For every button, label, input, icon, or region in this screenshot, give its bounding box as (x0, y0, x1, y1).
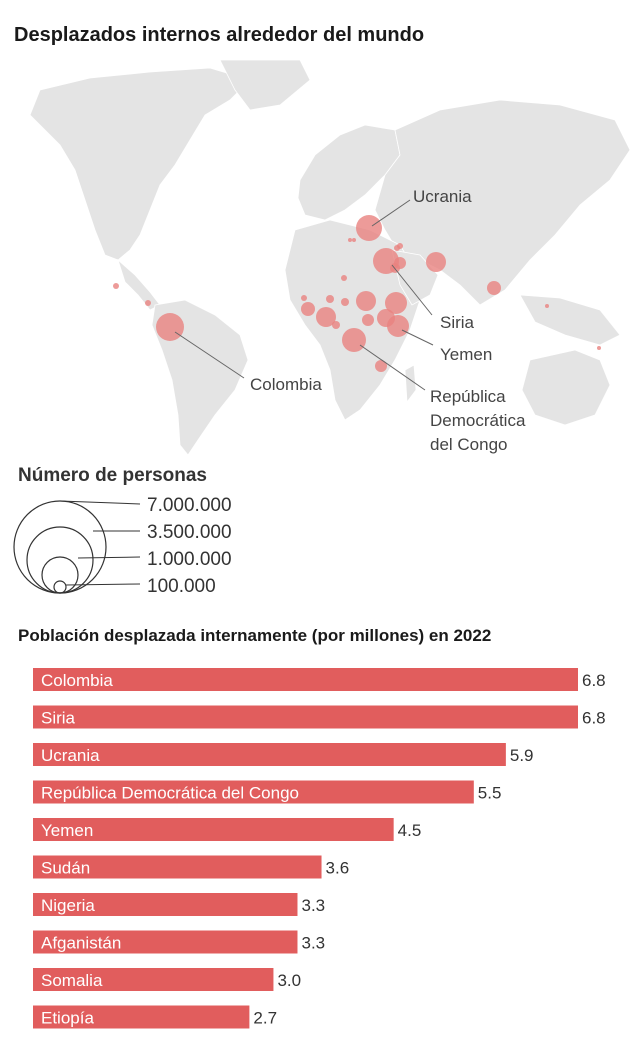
bubble-other (341, 275, 347, 281)
bar (33, 780, 474, 804)
central-america-shape (117, 258, 161, 311)
map-label-yemen: Yemen (440, 345, 492, 364)
bubble-other (352, 238, 356, 242)
bubble-other (597, 346, 601, 350)
legend-line-1000000 (77, 556, 141, 559)
leader-rdc (359, 344, 426, 391)
bar (33, 743, 506, 766)
bubble-etiopia (385, 292, 407, 314)
legend-circle-7000000 (13, 500, 107, 594)
bubble-other (332, 321, 340, 329)
legend-circle-1000000 (41, 556, 79, 594)
map-label-colombia: Colombia (250, 375, 322, 394)
bubble-colombia (156, 313, 184, 341)
displacement-bubbles (113, 215, 601, 372)
bubble-other (341, 298, 349, 306)
bubble-sudan (356, 291, 376, 311)
bubble-ucrania (356, 215, 382, 241)
map-label-ucrania: Ucrania (413, 187, 472, 206)
leader-ucrania (371, 199, 411, 227)
bar-category-label: Sudán (41, 859, 90, 878)
leader-colombia (174, 331, 245, 379)
legend-label-1000000: 1.000.000 (147, 549, 232, 570)
map-label-siria: Siria (440, 313, 475, 332)
bubble-other (545, 304, 549, 308)
bar-value-label: 5.5 (478, 784, 502, 803)
leader-yemen (401, 329, 434, 346)
bar (33, 668, 578, 691)
legend-label-100000: 100.000 (147, 576, 216, 597)
bar (33, 818, 394, 841)
map-label-rdc-line2: Democrática (430, 411, 526, 430)
bar-category-label: Etiopía (41, 1009, 94, 1028)
size-legend: 7.000.000 3.500.000 1.000.000 100.000 (13, 495, 232, 597)
bar-category-label: Ucrania (41, 746, 100, 765)
madagascar-shape (404, 364, 417, 404)
bubble-other (362, 314, 374, 326)
bubble-other (326, 295, 334, 303)
leader-lines (174, 199, 434, 391)
bar (33, 855, 322, 879)
land-masses (29, 60, 631, 456)
bubble-somalia (377, 309, 395, 327)
bar-category-label: Siria (41, 709, 76, 728)
bar-category-label: Somalia (41, 971, 103, 990)
leader-siria (391, 264, 433, 316)
legend-title: Número de personas (18, 465, 207, 486)
bar-value-label: 6.8 (582, 709, 606, 728)
bubble-other (301, 295, 307, 301)
bubble-other (113, 283, 119, 289)
north-america-shape (29, 67, 251, 261)
bar-value-label: 3.6 (326, 859, 350, 878)
bubble-other (301, 302, 315, 316)
bar-category-label: Afganistán (41, 934, 121, 953)
bubble-other (145, 300, 151, 306)
legend-circle-3500000 (26, 526, 94, 594)
bar (33, 1005, 250, 1029)
bar-category-label: Yemen (41, 821, 93, 840)
bar-value-label: 3.3 (301, 934, 325, 953)
legend-label-3500000: 3.500.000 (147, 522, 232, 543)
bubble-nigeria (316, 307, 336, 327)
bubble-other (397, 243, 403, 249)
bar-category-label: República Democrática del Congo (41, 784, 299, 803)
australia-shape (521, 349, 611, 426)
bar (33, 968, 274, 991)
bubble-other (348, 238, 352, 242)
bar-chart-title: Población desplazada internamente (por m… (18, 626, 492, 645)
bar (33, 705, 578, 729)
legend-label-7000000: 7.000.000 (147, 495, 232, 516)
bar-value-label: 3.0 (277, 971, 301, 990)
map-title: Desplazados internos alrededor del mundo (14, 24, 425, 46)
world-map: Ucrania Siria Yemen Colombia República D… (29, 60, 631, 456)
bar-value-label: 2.7 (253, 1009, 277, 1028)
southeast-asia-shape (519, 294, 621, 346)
bar (33, 930, 298, 954)
bubble-afganistan (426, 252, 446, 272)
bubble-other (375, 360, 387, 372)
bubble-rdc (342, 328, 366, 352)
legend-circle-100000 (53, 580, 67, 594)
bar-chart: Colombia 6.8 Siria 6.8 Ucrania 5.9 República D… (33, 668, 606, 1029)
legend-line-7000000 (59, 500, 141, 505)
map-label-rdc-line1: República (430, 387, 506, 406)
bubble-other (394, 257, 406, 269)
bar-value-label: 5.9 (510, 746, 534, 765)
bar-value-label: 4.5 (398, 821, 422, 840)
bar-value-label: 3.3 (301, 896, 325, 915)
legend-line-100000 (65, 583, 141, 586)
map-label-rdc-line3: del Congo (430, 435, 508, 454)
bar-category-label: Colombia (41, 671, 113, 690)
greenland-shape (219, 60, 311, 111)
bar-value-label: 6.8 (582, 671, 606, 690)
bar (33, 893, 298, 916)
bar-category-label: Nigeria (41, 896, 95, 915)
bubble-other (487, 281, 501, 295)
